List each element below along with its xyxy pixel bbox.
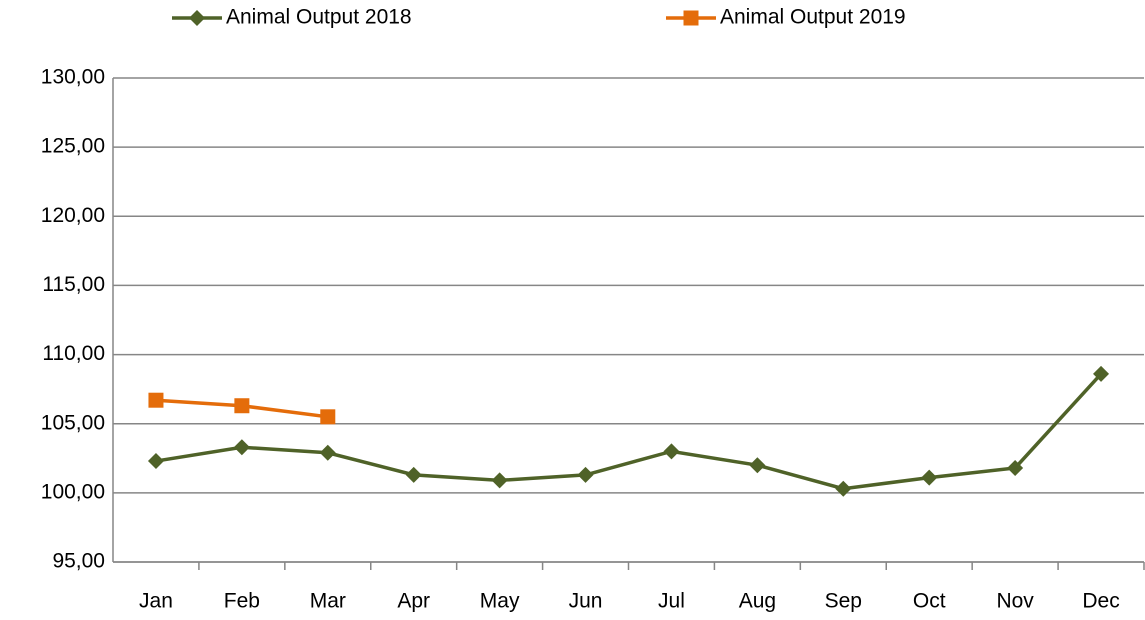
data-point [234, 398, 250, 414]
y-tick-label: 115,00 [42, 273, 105, 296]
x-tick-label: Nov [996, 590, 1034, 613]
data-point [147, 453, 164, 470]
y-tick-label: 105,00 [41, 411, 105, 434]
y-tick-label: 130,00 [41, 66, 105, 89]
y-tick-label: 125,00 [41, 135, 105, 158]
data-point [405, 466, 422, 483]
data-point [577, 466, 594, 483]
x-tick-label: Oct [913, 590, 946, 613]
x-tick-label: Feb [224, 590, 260, 613]
data-point [1093, 365, 1110, 382]
x-tick-label: May [480, 590, 520, 613]
y-tick-label: 110,00 [42, 342, 105, 365]
x-tick-label: Jan [139, 590, 173, 613]
data-point [921, 469, 938, 486]
data-point [148, 392, 164, 408]
x-tick-label: Aug [739, 590, 776, 613]
y-tick-label: 95,00 [52, 550, 105, 573]
legend-marker [189, 10, 205, 26]
x-tick-label: Apr [397, 590, 430, 613]
x-tick-label: Jun [569, 590, 603, 613]
data-point [835, 480, 852, 497]
x-tick-label: Jul [658, 590, 685, 613]
data-point [320, 409, 336, 425]
y-tick-label: 100,00 [41, 480, 105, 503]
series-line [155, 372, 1103, 491]
legend-label: Animal Output 2018 [226, 6, 412, 29]
legend-label: Animal Output 2019 [720, 6, 906, 29]
data-point [749, 457, 766, 474]
x-tick-label: Mar [310, 590, 346, 613]
legend-marker [683, 10, 699, 26]
data-point [663, 443, 680, 460]
y-tick-label: 120,00 [41, 204, 105, 227]
data-point [491, 472, 508, 489]
data-point [1007, 459, 1024, 476]
data-point [233, 439, 250, 456]
x-tick-label: Sep [825, 590, 862, 613]
data-point [319, 444, 336, 461]
x-tick-label: Dec [1082, 590, 1119, 613]
